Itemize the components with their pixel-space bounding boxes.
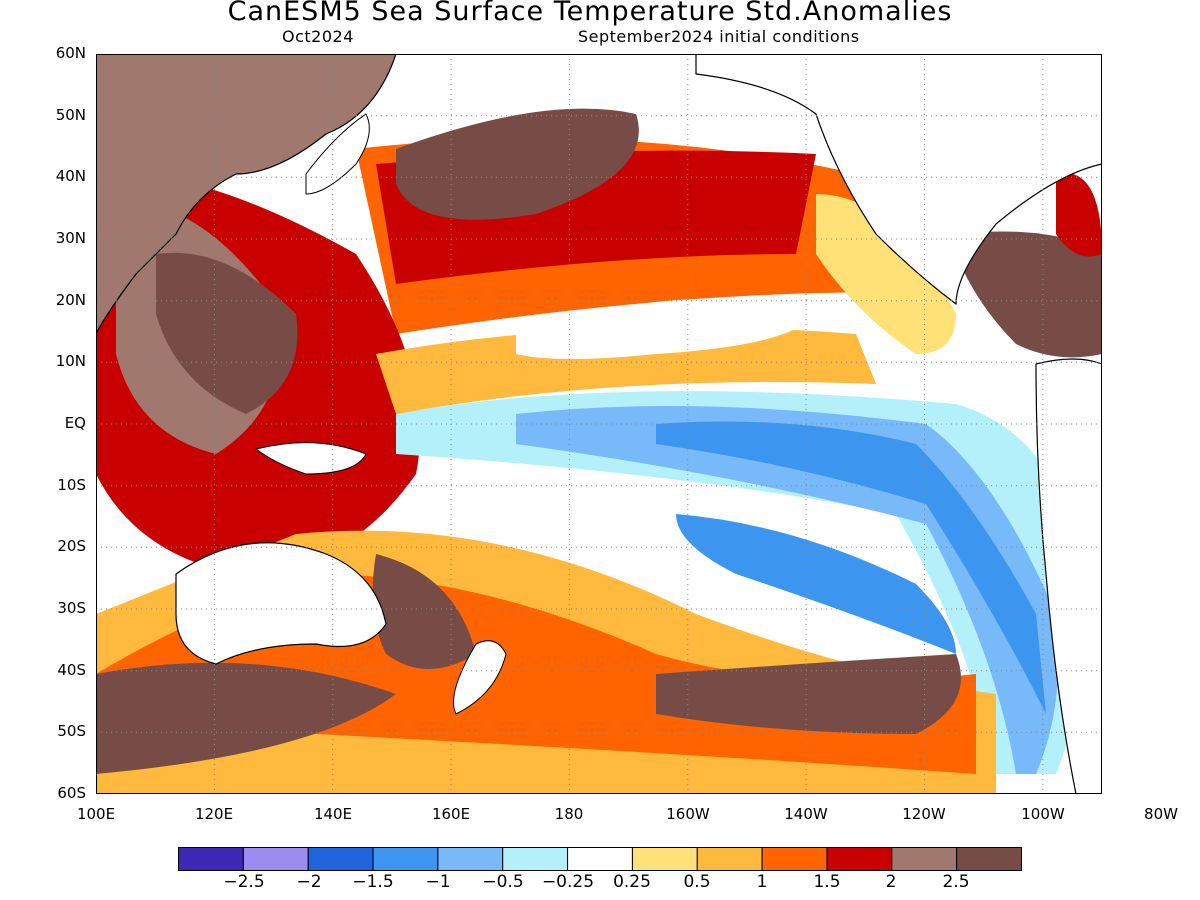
lon-label: 100E	[76, 805, 116, 823]
lat-label: 50S	[57, 722, 86, 740]
colorbar-swatch	[242, 847, 309, 871]
lat-label: 10N	[55, 352, 86, 370]
colorbar-label: 0.25	[613, 872, 651, 892]
colorbar-swatch	[307, 847, 374, 871]
lat-label: 10S	[57, 476, 86, 494]
lat-label: 40S	[57, 661, 86, 679]
cold-core-strong	[656, 421, 1046, 714]
sst-anomaly-map	[96, 54, 1102, 794]
southeast-cold-band	[676, 514, 956, 654]
philippines-strong-warm	[156, 252, 298, 414]
lat-label: 30N	[55, 229, 86, 247]
lat-label: 60S	[57, 784, 86, 802]
lat-label: 60N	[55, 44, 86, 62]
colorbar-swatch	[502, 847, 569, 871]
lon-label: 120W	[902, 805, 946, 823]
graticule	[96, 54, 1102, 794]
ne-pacific-warm	[816, 194, 956, 354]
colorbar-label: −0.25	[541, 872, 595, 892]
caribbean-strong-warm	[956, 231, 1102, 358]
colorbar-swatch	[891, 847, 958, 871]
tasman-strong	[372, 554, 476, 669]
north-atlantic-warm	[1056, 173, 1102, 257]
japan	[305, 113, 370, 195]
australia	[175, 542, 387, 665]
colorbar-label: 2	[885, 872, 897, 892]
lon-label: 120E	[194, 805, 234, 823]
new-zealand	[453, 640, 507, 715]
colorbar-label: −2.5	[223, 872, 265, 892]
central-warm-tongue	[376, 327, 876, 414]
lat-label: EQ	[64, 414, 86, 432]
lon-label: 80W	[1144, 805, 1178, 823]
map-frame	[96, 54, 1102, 794]
colorbar-label: 0.5	[683, 872, 711, 892]
lat-label: 20S	[57, 537, 86, 555]
colorbar-swatch	[696, 847, 763, 871]
colorbar-label: −1	[425, 872, 451, 892]
colorbar-label: 1.5	[813, 872, 841, 892]
map-title: CanESM5 Sea Surface Temperature Std.Anom…	[227, 0, 953, 27]
colorbar-swatch	[826, 847, 893, 871]
nw-pacific-strong-warm	[396, 108, 639, 220]
colorbar-swatch	[567, 847, 633, 871]
colorbar-swatch	[437, 847, 504, 871]
colorbar-label: −1.5	[352, 872, 394, 892]
lat-label: 50N	[55, 106, 86, 124]
lat-label: 20N	[55, 291, 86, 309]
south-america	[1035, 358, 1102, 794]
colorbar-label: 2.5	[942, 872, 970, 892]
colorbar	[178, 847, 1022, 871]
initial-conditions-label: September2024 initial conditions	[578, 27, 860, 46]
colorbar-swatch	[761, 847, 828, 871]
lon-label: 160E	[431, 805, 471, 823]
asia-mainland	[96, 54, 397, 335]
lat-label: 30S	[57, 599, 86, 617]
north-subtropic-white	[516, 298, 816, 359]
south-pacific-strong	[96, 662, 396, 774]
colorbar-swatch	[372, 847, 439, 871]
south-pacific-strong-east	[656, 654, 961, 734]
lon-label: 180	[554, 805, 584, 823]
new-guinea	[255, 442, 367, 475]
colorbar-label: −2	[296, 872, 322, 892]
lon-label: 160W	[666, 805, 710, 823]
lon-label: 140E	[313, 805, 353, 823]
north-america	[695, 54, 1102, 305]
colorbar-label: 1	[756, 872, 768, 892]
lon-label: 100W	[1021, 805, 1065, 823]
colorbar-swatch	[631, 847, 698, 871]
colorbar-swatch	[956, 847, 1022, 871]
colorbar-label: −0.5	[482, 872, 524, 892]
lon-label: 140W	[784, 805, 828, 823]
forecast-month: Oct2024	[282, 27, 354, 46]
lat-label: 40N	[55, 167, 86, 185]
colorbar-swatch	[178, 847, 244, 871]
